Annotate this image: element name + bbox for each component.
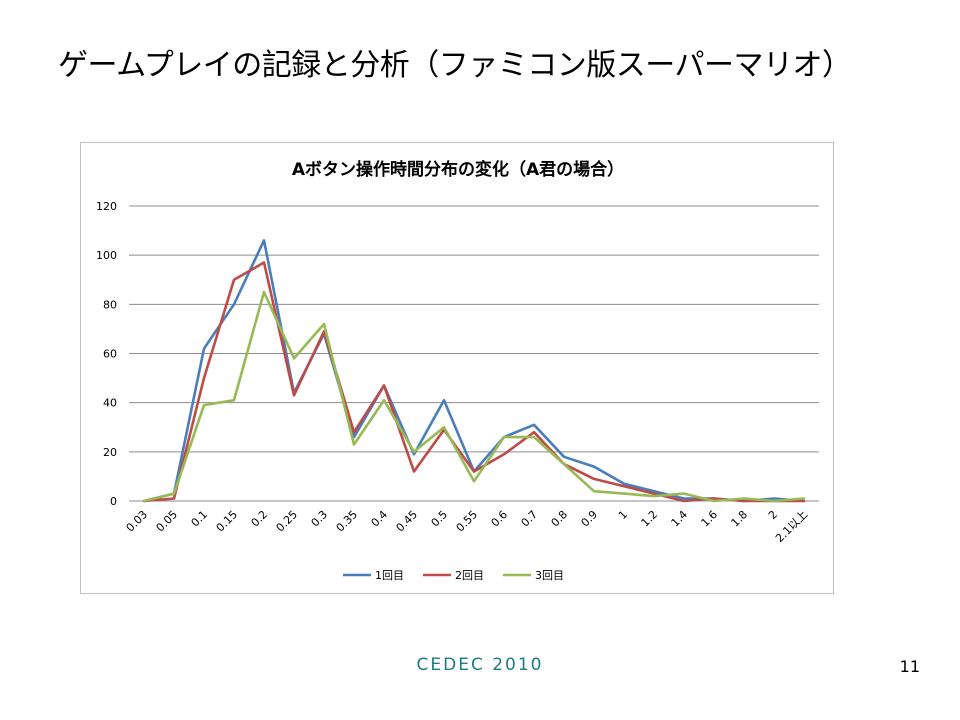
x-tick-label: 0.35 xyxy=(334,508,361,535)
x-tick-label: 0.7 xyxy=(519,508,541,530)
x-tick-label: 1 xyxy=(616,508,630,522)
series-line-2 xyxy=(142,261,806,503)
y-axis-ticks: 0 20 40 60 80 100 120 xyxy=(96,200,117,508)
line-chart: Aボタン操作時間分布の変化（A君の場合） 0 20 40 60 80 100 120 0.0… xyxy=(96,159,819,582)
x-tick-label: 0.03 xyxy=(124,508,151,535)
y-tick-label: 20 xyxy=(103,446,117,459)
x-tick-label: 0.45 xyxy=(394,508,421,535)
x-tick-label: 0.55 xyxy=(454,508,481,535)
y-tick-label: 100 xyxy=(96,249,117,262)
y-tick-label: 80 xyxy=(103,298,117,311)
footer-text: CEDEC 2010 xyxy=(416,655,544,675)
x-tick-label: 2.1以上 xyxy=(773,508,810,545)
legend-label: 1回目 xyxy=(375,569,404,582)
legend-label: 3回目 xyxy=(535,569,564,582)
x-tick-label: 0.4 xyxy=(369,508,391,530)
gridlines xyxy=(129,205,819,502)
x-tick-label: 0.5 xyxy=(429,508,451,530)
series-lines xyxy=(142,239,806,503)
legend: 1回目 2回目 3回目 xyxy=(343,569,564,582)
page-number: 11 xyxy=(899,657,920,676)
x-tick-label: 0.9 xyxy=(579,508,601,530)
x-tick-label: 1.2 xyxy=(639,508,661,530)
x-tick-label: 0.8 xyxy=(549,508,571,530)
x-tick-label: 0.3 xyxy=(309,508,331,530)
x-tick-label: 1.8 xyxy=(729,508,751,530)
slide-title: ゲームプレイの記録と分析（ファミコン版スーパーマリオ） xyxy=(58,48,852,83)
x-tick-label: 1.6 xyxy=(699,508,721,530)
x-tick-label: 0.05 xyxy=(154,508,181,535)
chart-container: Aボタン操作時間分布の変化（A君の場合） 0 20 40 60 80 100 120 0.0… xyxy=(80,142,834,594)
x-tick-label: 0.15 xyxy=(214,508,241,535)
x-axis-ticks: 0.03 0.05 0.1 0.15 0.2 0.25 0.3 0.35 0.4 0.45 0.5 0… xyxy=(124,508,811,545)
x-tick-label: 1.4 xyxy=(669,508,691,530)
x-tick-label: 0.2 xyxy=(249,508,271,530)
x-tick-label: 0.25 xyxy=(274,508,301,535)
x-tick-label: 0.1 xyxy=(189,508,211,530)
y-tick-label: 40 xyxy=(103,397,117,410)
y-tick-label: 120 xyxy=(96,200,117,213)
y-tick-label: 0 xyxy=(110,495,117,508)
x-tick-label: 0.6 xyxy=(489,508,511,530)
series-line-3 xyxy=(142,290,806,503)
chart-title: Aボタン操作時間分布の変化（A君の場合） xyxy=(292,159,624,180)
x-tick-label: 2 xyxy=(766,508,780,522)
legend-label: 2回目 xyxy=(455,569,484,582)
y-tick-label: 60 xyxy=(103,348,117,361)
